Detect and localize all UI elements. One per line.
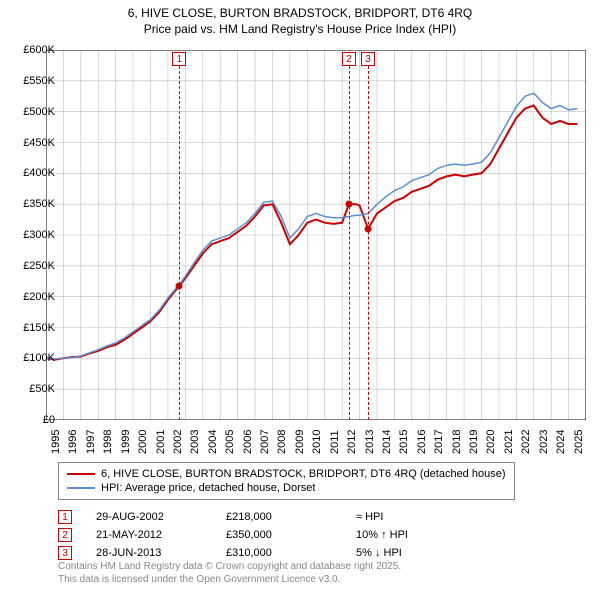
x-tick-label: 1999 (120, 430, 132, 454)
x-tick-label: 2004 (207, 430, 219, 454)
sale-marker-dot (176, 282, 183, 289)
x-tick-label: 2010 (311, 430, 323, 454)
y-tick-label: £400K (23, 167, 55, 179)
sale-hpi-note: 5% ↓ HPI (356, 547, 476, 559)
chart-title: 6, HIVE CLOSE, BURTON BRADSTOCK, BRIDPOR… (0, 0, 600, 37)
line-chart-svg (46, 50, 586, 420)
x-tick-label: 2020 (485, 430, 497, 454)
title-line1: 6, HIVE CLOSE, BURTON BRADSTOCK, BRIDPOR… (0, 6, 600, 22)
x-tick-label: 2025 (573, 430, 585, 454)
chart-legend: 6, HIVE CLOSE, BURTON BRADSTOCK, BRIDPOR… (58, 462, 515, 500)
x-tick-label: 2015 (398, 430, 410, 454)
x-tick-label: 2017 (433, 430, 445, 454)
y-tick-label: £350K (23, 198, 55, 210)
x-tick-label: 1996 (67, 430, 79, 454)
sale-marker-dot (345, 201, 352, 208)
sale-price: £310,000 (226, 547, 356, 559)
title-line2: Price paid vs. HM Land Registry's House … (0, 22, 600, 38)
x-tick-label: 2016 (416, 430, 428, 454)
x-tick-label: 2024 (555, 430, 567, 454)
sale-hpi-note: 10% ↑ HPI (356, 529, 476, 541)
y-tick-label: £500K (23, 106, 55, 118)
legend-swatch (67, 473, 95, 475)
y-tick-label: £250K (23, 260, 55, 272)
license-footer: Contains HM Land Registry data © Crown c… (58, 561, 401, 586)
legend-item: 6, HIVE CLOSE, BURTON BRADSTOCK, BRIDPOR… (67, 467, 506, 481)
x-tick-label: 2013 (364, 430, 376, 454)
x-tick-label: 2005 (224, 430, 236, 454)
sales-table: 1 29-AUG-2002£218,000≈ HPI 2 21-MAY-2012£35… (58, 508, 476, 562)
x-tick-label: 1997 (85, 430, 97, 454)
x-tick-label: 2019 (468, 430, 480, 454)
x-tick-label: 2023 (538, 430, 550, 454)
y-tick-label: £50K (29, 383, 55, 395)
sale-marker-badge: 1 (172, 52, 186, 66)
legend-item: HPI: Average price, detached house, Dors… (67, 481, 506, 495)
sale-date: 21-MAY-2012 (96, 529, 226, 541)
sale-hpi-note: ≈ HPI (356, 511, 476, 523)
x-tick-label: 1995 (50, 430, 62, 454)
x-tick-label: 2009 (294, 430, 306, 454)
x-tick-label: 2022 (520, 430, 532, 454)
legend-swatch (67, 487, 95, 489)
sale-index-badge: 2 (58, 528, 72, 542)
x-tick-label: 2021 (503, 430, 515, 454)
x-tick-label: 2008 (276, 430, 288, 454)
sale-marker-line (179, 66, 180, 420)
sale-row: 3 28-JUN-2013£310,0005% ↓ HPI (58, 544, 476, 562)
y-tick-label: £100K (23, 352, 55, 364)
sale-date: 28-JUN-2013 (96, 547, 226, 559)
chart-plot-area (46, 50, 586, 420)
sale-index-badge: 3 (58, 546, 72, 560)
x-tick-label: 2012 (346, 430, 358, 454)
legend-label: 6, HIVE CLOSE, BURTON BRADSTOCK, BRIDPOR… (101, 468, 506, 480)
x-tick-label: 2006 (242, 430, 254, 454)
sale-marker-badge: 3 (361, 52, 375, 66)
x-tick-label: 2011 (329, 430, 341, 454)
x-tick-label: 2000 (137, 430, 149, 454)
legend-label: HPI: Average price, detached house, Dors… (101, 482, 315, 494)
sale-marker-line (368, 66, 369, 420)
x-tick-label: 2001 (155, 430, 167, 454)
y-tick-label: £300K (23, 229, 55, 241)
footer-line2: This data is licensed under the Open Gov… (58, 574, 401, 587)
sale-date: 29-AUG-2002 (96, 511, 226, 523)
sale-marker-dot (365, 225, 372, 232)
x-tick-label: 2002 (172, 430, 184, 454)
x-tick-label: 1998 (102, 430, 114, 454)
sale-price: £218,000 (226, 511, 356, 523)
x-tick-label: 2018 (451, 430, 463, 454)
footer-line1: Contains HM Land Registry data © Crown c… (58, 561, 401, 574)
y-tick-label: £0 (43, 414, 55, 426)
sale-marker-badge: 2 (342, 52, 356, 66)
sale-index-badge: 1 (58, 510, 72, 524)
sale-price: £350,000 (226, 529, 356, 541)
y-tick-label: £150K (23, 322, 55, 334)
y-tick-label: £600K (23, 44, 55, 56)
sale-row: 2 21-MAY-2012£350,00010% ↑ HPI (58, 526, 476, 544)
sale-row: 1 29-AUG-2002£218,000≈ HPI (58, 508, 476, 526)
y-tick-label: £450K (23, 137, 55, 149)
sale-marker-line (349, 66, 350, 420)
y-tick-label: £200K (23, 291, 55, 303)
y-tick-label: £550K (23, 75, 55, 87)
x-tick-label: 2003 (189, 430, 201, 454)
x-tick-label: 2014 (381, 430, 393, 454)
x-tick-label: 2007 (259, 430, 271, 454)
